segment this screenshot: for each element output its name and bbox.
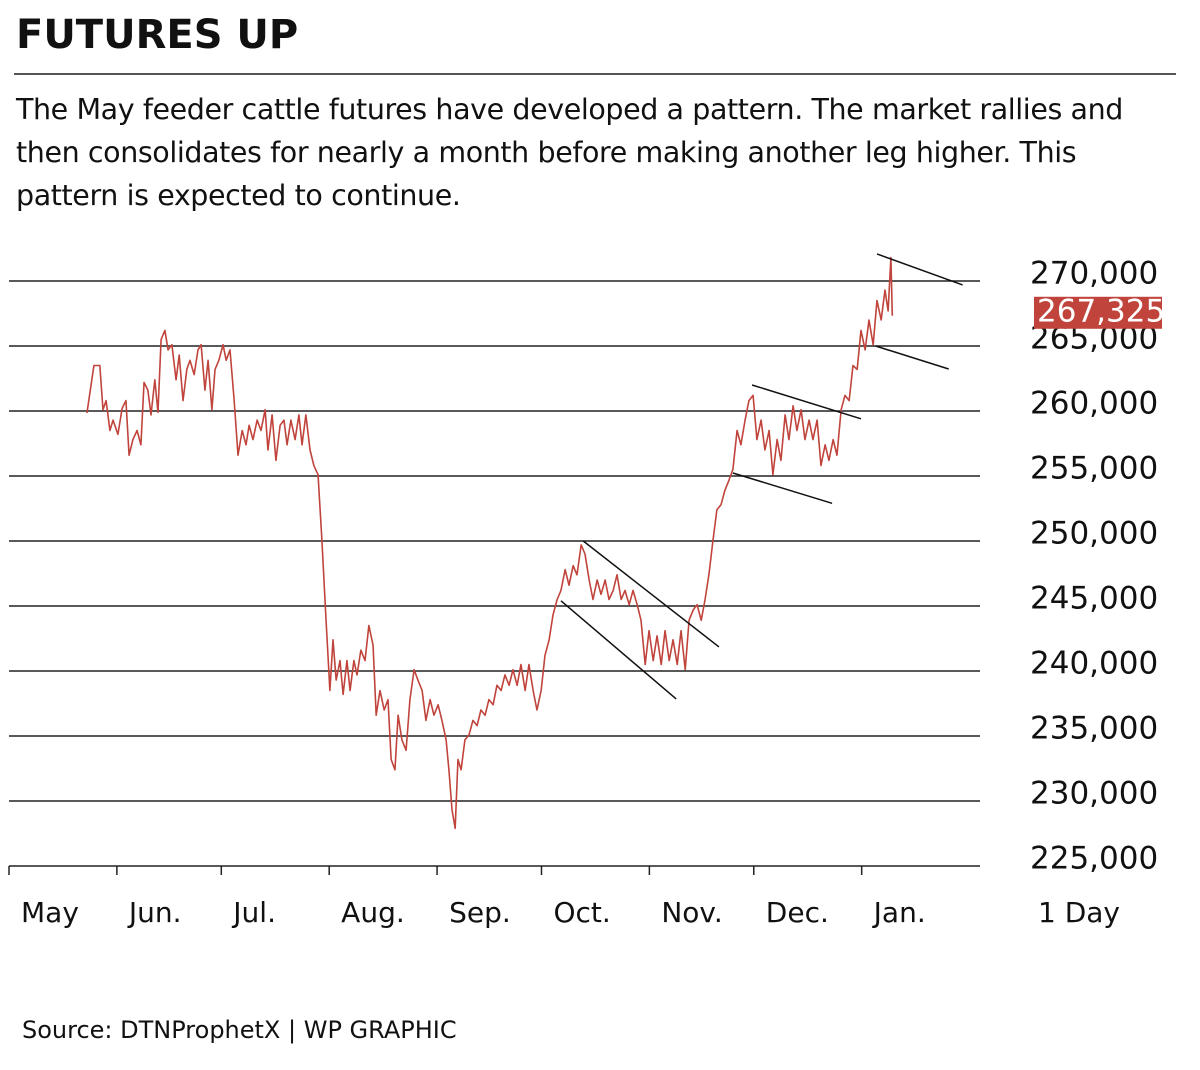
price-line	[86, 256, 894, 830]
last-price-box	[1034, 296, 1162, 329]
x-tick-label: Jan.	[872, 896, 926, 929]
x-tick-label: Dec.	[766, 896, 829, 929]
source-note: Source: DTNProphetX | WP GRAPHIC	[22, 1016, 457, 1044]
x-tick-label: Sep.	[449, 896, 511, 929]
x-note: 1 Day	[1038, 896, 1120, 929]
trend-line	[732, 472, 833, 505]
y-tick-label: 270,000	[1030, 256, 1158, 292]
last-price-label: 267,325	[1037, 293, 1165, 329]
y-tick-label: 240,000	[1030, 646, 1158, 682]
y-tick-label: 260,000	[1030, 386, 1158, 422]
y-tick-label: 250,000	[1030, 516, 1158, 552]
x-tick-label: Oct.	[553, 896, 610, 929]
y-tick-label: 255,000	[1030, 451, 1158, 487]
x-tick-label: Aug.	[341, 896, 405, 929]
trend-line	[582, 540, 720, 648]
title-rule	[14, 73, 1176, 75]
y-tick-label: 230,000	[1030, 776, 1158, 812]
trend-line	[560, 600, 677, 700]
x-tick-label: Jun.	[127, 896, 182, 929]
chart-title: FUTURES UP	[16, 12, 299, 58]
trend-line	[875, 345, 949, 370]
y-tick-label: 235,000	[1030, 711, 1158, 747]
y-tick-label: 225,000	[1030, 841, 1158, 877]
x-tick-label: Jul.	[231, 896, 276, 929]
chart-subtitle: The May feeder cattle futures have devel…	[16, 93, 1123, 212]
trend-line	[751, 384, 862, 420]
x-tick-label: May	[21, 896, 79, 929]
y-tick-label: 245,000	[1030, 581, 1158, 617]
trend-line	[876, 253, 963, 286]
x-tick-label: Nov.	[661, 896, 722, 929]
